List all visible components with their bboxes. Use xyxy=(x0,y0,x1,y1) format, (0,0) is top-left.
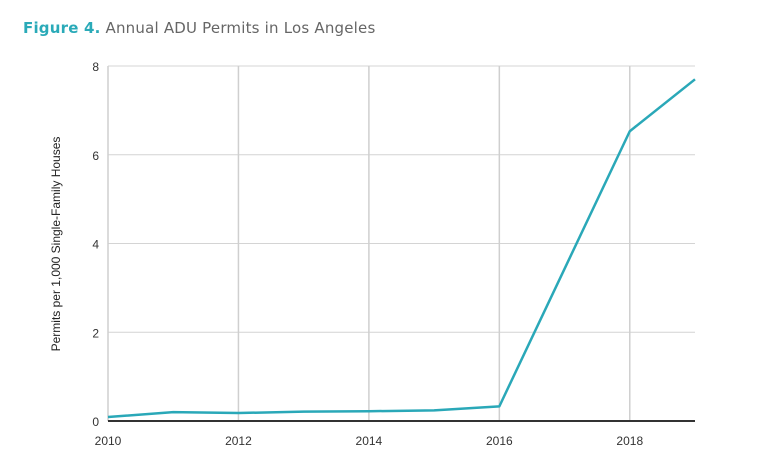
y-tick-label: 2 xyxy=(92,326,99,340)
x-tick-label: 2016 xyxy=(486,434,513,448)
y-axis-label: Permits per 1,000 Single-Family Houses xyxy=(49,137,63,352)
x-tick-label: 2012 xyxy=(225,434,252,448)
series-line xyxy=(107,78,696,419)
figure-title: Annual ADU Permits in Los Angeles xyxy=(105,19,376,37)
y-tick-label: 0 xyxy=(92,415,99,429)
chart-title: Figure 4. Annual ADU Permits in Los Ange… xyxy=(23,19,376,37)
figure-number: Figure 4. xyxy=(23,19,101,37)
x-tick-label: 2010 xyxy=(95,434,122,448)
x-tick-label: 2014 xyxy=(356,434,383,448)
y-tick-label: 4 xyxy=(92,238,99,252)
x-tick-label: 2018 xyxy=(616,434,643,448)
y-tick-label: 8 xyxy=(92,60,99,74)
y-tick-label: 6 xyxy=(92,149,99,163)
